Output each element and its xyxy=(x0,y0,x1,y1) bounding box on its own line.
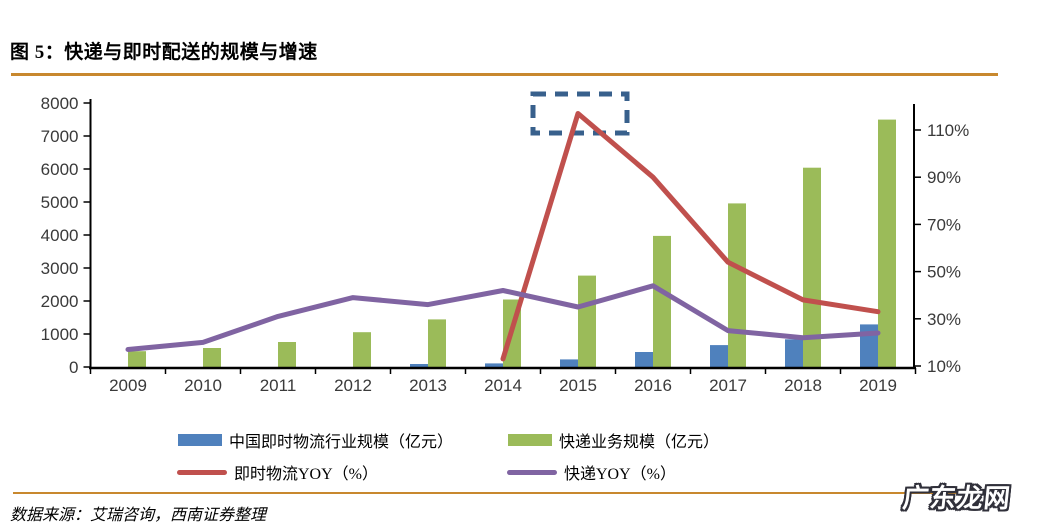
bar-2018 xyxy=(803,167,821,368)
bar-2013 xyxy=(410,364,428,368)
bar-2009 xyxy=(128,351,146,368)
x-axis-label: 2016 xyxy=(634,376,672,395)
bar-2010 xyxy=(203,348,221,368)
legend-swatch-green-bar xyxy=(508,434,552,446)
y-axis-right-label: 70% xyxy=(927,215,961,234)
source-note: 数据来源：艾瑞咨询，西南证券整理 xyxy=(10,507,267,524)
legend-item-express-yoy: 快递YOY（%） xyxy=(507,463,676,483)
x-axis-label: 2012 xyxy=(334,376,372,395)
bar-2015 xyxy=(560,359,578,368)
y-axis-left-label: 8000 xyxy=(41,94,79,113)
legend-label: 即时物流YOY（%） xyxy=(234,466,378,483)
x-axis-label: 2010 xyxy=(184,376,222,395)
y-axis-right-label: 10% xyxy=(927,357,961,376)
bar-2019 xyxy=(878,119,896,368)
y-axis-left-label: 3000 xyxy=(41,259,79,278)
bar-2013 xyxy=(428,319,446,368)
legend-swatch-purple-line xyxy=(507,469,557,475)
legend-item-instant-logistics-scale: 中国即时物流行业规模（亿元） xyxy=(178,431,454,451)
title-rule xyxy=(11,73,998,76)
x-axis-label: 2019 xyxy=(859,376,897,395)
bar-2014 xyxy=(485,363,503,368)
bar-2017 xyxy=(728,203,746,368)
annotation-dashed-box xyxy=(530,91,630,136)
bar-2012 xyxy=(353,332,371,368)
y-axis-left-label: 4000 xyxy=(41,226,79,245)
x-axis-label: 2011 xyxy=(260,376,297,395)
y-axis-left-label: 7000 xyxy=(41,127,79,146)
legend-label: 快递业务规模（亿元） xyxy=(559,434,720,451)
line-series-3 xyxy=(125,283,881,352)
y-axis-left-label: 1000 xyxy=(41,325,79,344)
bar-2018 xyxy=(785,339,803,368)
legend-swatch-red-line xyxy=(177,469,227,475)
legend-item-express-scale: 快递业务规模（亿元） xyxy=(508,431,720,451)
y-axis-right-label: 50% xyxy=(927,263,961,282)
bar-2016 xyxy=(653,235,671,368)
line-series-2 xyxy=(500,111,881,362)
x-axis-label: 2015 xyxy=(559,376,597,395)
y-axis-left-label: 0 xyxy=(69,358,78,377)
figure-title: 图 5：快递与即时配送的规模与增速 xyxy=(10,42,318,63)
y-axis-right-label: 110% xyxy=(927,121,969,140)
x-axis-label: 2009 xyxy=(109,376,147,395)
bottom-rule xyxy=(13,492,978,494)
y-axis-left-label: 5000 xyxy=(41,193,79,212)
legend-swatch-blue-bar xyxy=(178,434,222,446)
x-axis-label: 2017 xyxy=(709,376,747,395)
bar-2011 xyxy=(278,342,296,368)
y-axis-left-label: 6000 xyxy=(41,160,79,179)
legend-item-instant-logistics-yoy: 即时物流YOY（%） xyxy=(177,463,378,483)
x-axis-label: 2018 xyxy=(784,376,822,395)
y-axis-right-label: 30% xyxy=(927,310,961,329)
legend-label: 中国即时物流行业规模（亿元） xyxy=(229,434,454,451)
y-axis-right-label: 90% xyxy=(927,168,961,187)
legend-label: 快递YOY（%） xyxy=(564,466,676,483)
bar-2017 xyxy=(710,345,728,368)
bar-2016 xyxy=(635,352,653,368)
y-axis-left-label: 2000 xyxy=(41,292,79,311)
watermark: 广东龙网 xyxy=(901,483,1013,513)
x-axis-label: 2014 xyxy=(484,376,522,395)
x-axis-label: 2013 xyxy=(409,376,447,395)
bar-2015 xyxy=(578,275,596,368)
